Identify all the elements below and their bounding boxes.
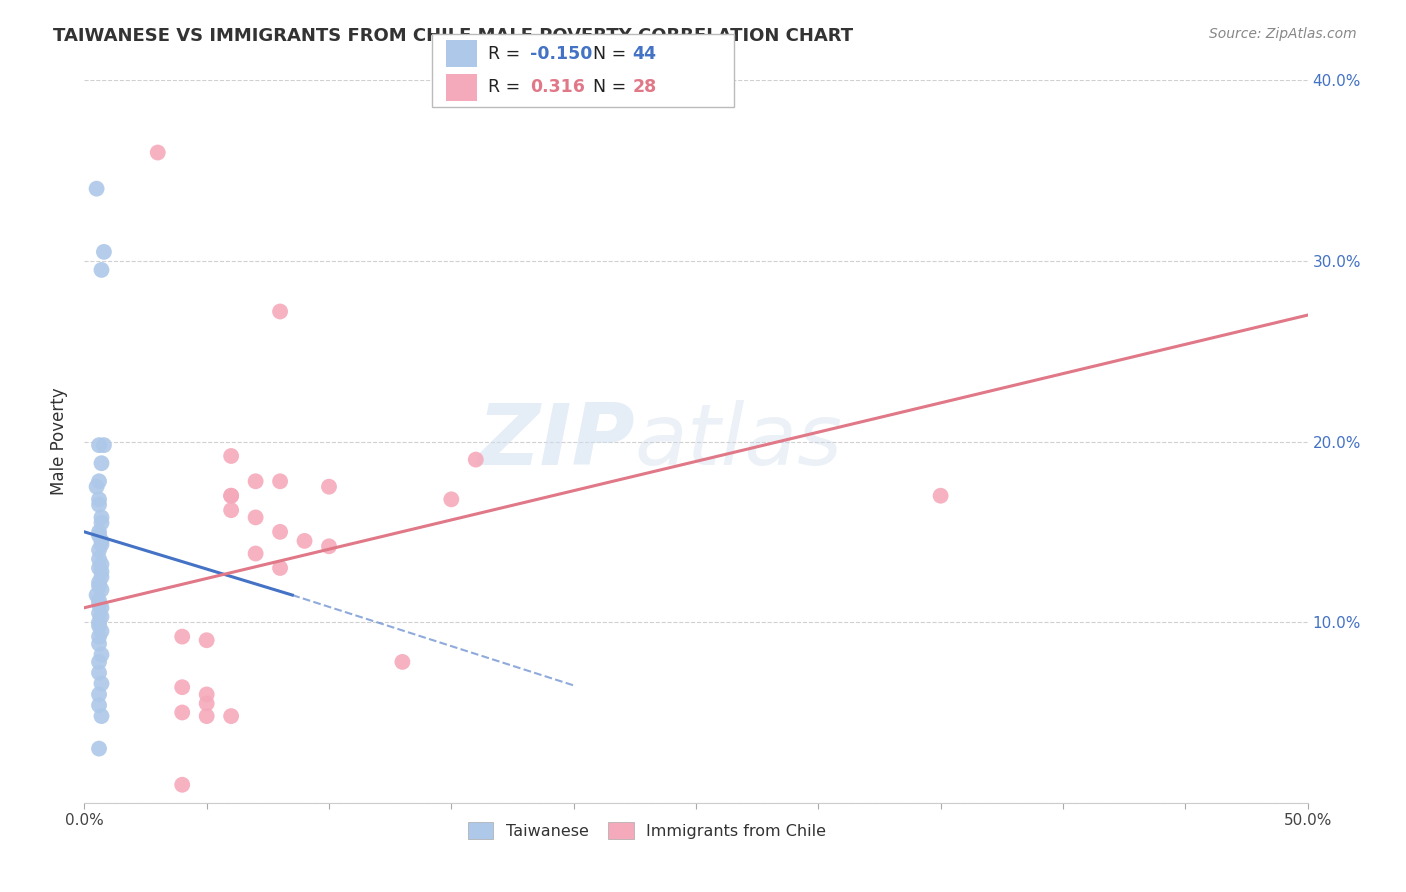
Point: [87, 615, 110, 630]
Text: N =: N =: [593, 45, 633, 62]
Point: [90, 570, 112, 584]
Point: [172, 680, 194, 694]
Point: [90, 709, 112, 723]
Point: [195, 633, 218, 648]
Point: [87, 475, 110, 489]
Point: [219, 489, 242, 503]
Text: atlas: atlas: [636, 400, 842, 483]
Legend: Taiwanese, Immigrants from Chile: Taiwanese, Immigrants from Chile: [461, 816, 832, 846]
Point: [87, 542, 110, 557]
Point: [87, 630, 110, 644]
Point: [93, 244, 115, 259]
Point: [245, 475, 267, 489]
Point: [90, 456, 112, 470]
Point: [318, 480, 340, 494]
Point: [87, 552, 110, 566]
Point: [195, 687, 218, 701]
Point: [87, 575, 110, 590]
Text: R =: R =: [488, 78, 531, 96]
Text: TAIWANESE VS IMMIGRANTS FROM CHILE MALE POVERTY CORRELATION CHART: TAIWANESE VS IMMIGRANTS FROM CHILE MALE …: [53, 27, 853, 45]
Point: [219, 503, 242, 517]
Point: [269, 475, 291, 489]
Point: [93, 438, 115, 452]
Point: [87, 665, 110, 680]
Point: [464, 452, 486, 467]
Point: [929, 489, 952, 503]
Point: [87, 524, 110, 539]
Point: [195, 697, 218, 711]
Text: ZIP: ZIP: [477, 400, 636, 483]
Point: [269, 304, 291, 318]
Text: R =: R =: [488, 45, 526, 62]
Point: [245, 510, 267, 524]
Point: [219, 449, 242, 463]
Point: [90, 533, 112, 548]
Point: [87, 561, 110, 575]
Point: [90, 565, 112, 579]
Point: [219, 489, 242, 503]
Point: [90, 582, 112, 597]
Point: [219, 709, 242, 723]
Point: [90, 558, 112, 572]
Point: [195, 709, 218, 723]
Point: [90, 648, 112, 662]
Point: [86, 480, 108, 494]
Point: [87, 597, 110, 611]
Point: [90, 516, 112, 530]
Point: [294, 533, 316, 548]
Point: [90, 537, 112, 551]
Point: [318, 539, 340, 553]
Point: [391, 655, 413, 669]
Point: [269, 524, 291, 539]
Point: [87, 498, 110, 512]
Point: [90, 600, 112, 615]
Point: [87, 698, 110, 713]
Point: [87, 606, 110, 620]
Point: [245, 547, 267, 561]
Point: [90, 609, 112, 624]
Text: Source: ZipAtlas.com: Source: ZipAtlas.com: [1209, 27, 1357, 41]
Point: [87, 619, 110, 633]
Text: 44: 44: [633, 45, 657, 62]
Point: [269, 561, 291, 575]
Point: [87, 741, 110, 756]
Point: [90, 510, 112, 524]
Point: [87, 655, 110, 669]
Point: [172, 706, 194, 720]
Point: [90, 263, 112, 277]
Point: [87, 593, 110, 607]
Point: [87, 687, 110, 701]
Point: [90, 676, 112, 690]
Y-axis label: Male Poverty: Male Poverty: [51, 388, 69, 495]
Text: 28: 28: [633, 78, 657, 96]
Point: [90, 624, 112, 639]
Text: -0.150: -0.150: [530, 45, 592, 62]
Point: [87, 438, 110, 452]
Point: [146, 145, 169, 160]
Text: 0.316: 0.316: [530, 78, 585, 96]
Point: [87, 579, 110, 593]
Point: [440, 492, 463, 507]
Point: [172, 630, 194, 644]
Point: [86, 182, 108, 196]
Point: [87, 528, 110, 542]
Point: [87, 637, 110, 651]
Point: [87, 492, 110, 507]
Point: [172, 778, 194, 792]
Text: N =: N =: [593, 78, 633, 96]
Point: [86, 588, 108, 602]
